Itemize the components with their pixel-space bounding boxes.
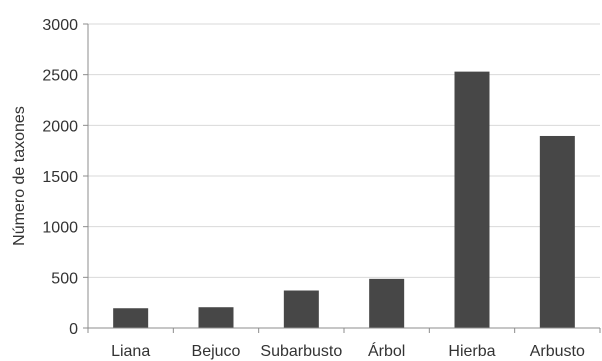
x-tick-label: Árbol bbox=[368, 341, 405, 360]
axes bbox=[83, 23, 601, 333]
y-tick-label: 1500 bbox=[42, 169, 78, 186]
y-tick-label: 3000 bbox=[42, 17, 78, 34]
bar-subarbusto bbox=[283, 290, 319, 328]
bar-bejuco bbox=[198, 307, 234, 328]
y-tick-label: 1000 bbox=[42, 220, 78, 237]
x-tick-label: Hierba bbox=[448, 343, 495, 360]
x-tick-label: Liana bbox=[111, 343, 150, 360]
x-tick-label: Bejuco bbox=[192, 343, 241, 360]
x-tick-labels: Liana Bejuco Subarbusto Árbol Hierba Arbusto bbox=[111, 341, 585, 360]
y-tick-label: 500 bbox=[51, 270, 78, 287]
y-tick-label: 2500 bbox=[42, 68, 78, 85]
gridlines bbox=[88, 23, 600, 278]
bars bbox=[113, 71, 575, 329]
bar-arbusto bbox=[539, 135, 575, 328]
y-tick-label: 0 bbox=[69, 321, 78, 338]
y-tick-label: 2000 bbox=[42, 118, 78, 135]
x-tick-label: Subarbusto bbox=[260, 343, 342, 360]
bar-liana bbox=[113, 308, 149, 328]
x-tick-label: Arbusto bbox=[530, 343, 585, 360]
bar-árbol bbox=[369, 278, 405, 328]
y-axis-title: Número de taxones bbox=[11, 106, 28, 246]
bar-hierba bbox=[454, 71, 490, 329]
y-tick-labels: 0 500 1000 1500 2000 2500 3000 bbox=[42, 17, 78, 338]
